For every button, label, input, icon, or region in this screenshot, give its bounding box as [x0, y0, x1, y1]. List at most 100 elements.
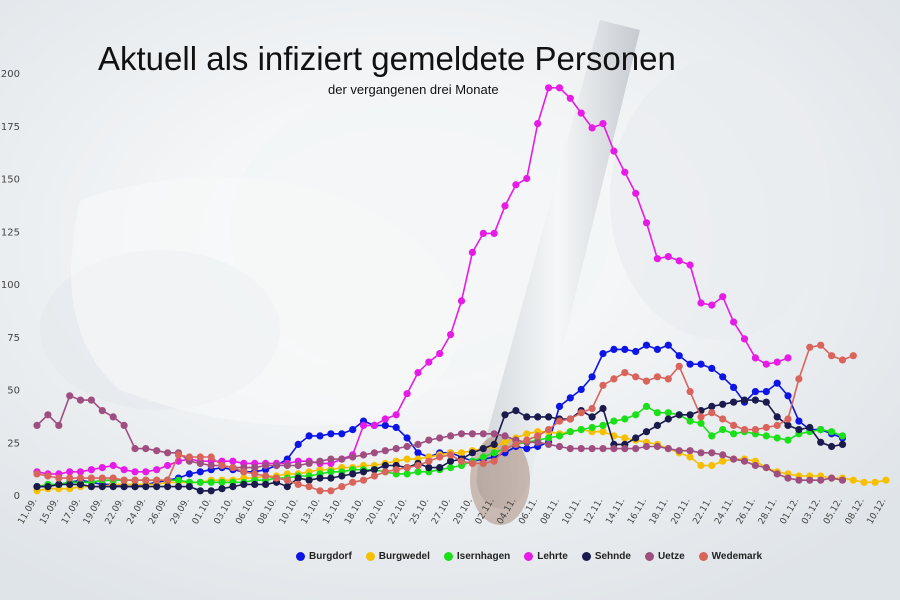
data-point — [632, 189, 640, 197]
data-point — [675, 352, 683, 360]
data-point — [773, 434, 781, 442]
data-point — [251, 470, 259, 478]
data-point — [294, 461, 302, 470]
legend-item-sehnde[interactable]: Sehnde — [581, 550, 631, 562]
data-point — [403, 390, 411, 398]
data-point — [76, 480, 85, 488]
data-point — [425, 457, 433, 465]
data-point — [632, 347, 640, 356]
x-tick-label: 16.11. — [626, 497, 649, 527]
data-point — [479, 453, 487, 461]
data-point — [708, 301, 716, 309]
data-point — [207, 487, 215, 495]
data-point — [142, 476, 150, 484]
data-point — [66, 392, 74, 400]
data-point — [501, 411, 509, 419]
data-point — [251, 480, 259, 488]
data-point — [773, 358, 781, 366]
data-point — [719, 457, 727, 465]
data-point — [468, 459, 476, 467]
series-sehnde — [33, 396, 847, 495]
legend-item-lehrte[interactable]: Lehrte — [524, 551, 568, 562]
data-point — [838, 432, 847, 440]
data-point — [359, 421, 368, 429]
data-point — [131, 483, 139, 491]
x-tick-label: 19.09. — [82, 497, 105, 527]
x-tick-label: 25.10. — [408, 497, 431, 527]
data-point — [76, 396, 85, 404]
data-point — [403, 434, 411, 442]
data-point — [555, 442, 564, 451]
data-point — [87, 483, 95, 491]
data-point — [55, 474, 63, 482]
data-point — [784, 421, 792, 429]
data-point — [294, 474, 302, 482]
legend-label: Sehnde — [594, 550, 631, 562]
data-point — [708, 409, 716, 417]
data-point — [664, 253, 672, 261]
data-point — [534, 432, 542, 440]
data-point — [642, 442, 651, 451]
x-tick-label: 10.11. — [561, 497, 584, 527]
data-point — [599, 120, 607, 128]
data-point — [327, 487, 335, 495]
x-tick-label: 22.10. — [387, 497, 410, 527]
data-point — [697, 449, 705, 457]
x-tick-label: 15.10. — [321, 497, 344, 527]
data-point — [164, 483, 172, 491]
data-point — [153, 476, 161, 484]
data-point — [719, 373, 727, 381]
data-point — [120, 476, 128, 484]
data-point — [806, 476, 814, 484]
data-point — [621, 445, 629, 453]
data-point — [577, 426, 585, 434]
y-tick-label: 200 — [1, 69, 20, 80]
data-point — [414, 468, 422, 476]
data-point — [838, 356, 847, 364]
data-point — [457, 297, 466, 305]
legend-item-burgdorf[interactable]: Burgdorf — [296, 551, 352, 562]
chart-legend: Burgdorf Burgwedel Isernhagen Lehrte Sehnde U… — [296, 549, 762, 563]
data-point — [262, 480, 270, 488]
data-point — [632, 411, 640, 419]
data-point — [566, 94, 574, 102]
data-point — [262, 461, 270, 470]
data-point — [653, 409, 662, 417]
data-point — [392, 411, 400, 419]
data-point — [762, 360, 770, 368]
data-point — [708, 364, 716, 372]
data-point — [55, 421, 63, 429]
data-point — [686, 360, 694, 368]
legend-item-burgwedel[interactable]: Burgwedel — [365, 551, 430, 562]
data-point — [534, 438, 542, 446]
legend-item-uetze[interactable]: Uetze — [644, 551, 685, 562]
data-point — [272, 461, 281, 470]
data-point — [240, 468, 248, 476]
data-point — [457, 449, 466, 457]
data-point — [762, 464, 770, 472]
data-point — [196, 487, 204, 495]
data-point — [479, 445, 487, 453]
data-point — [534, 120, 542, 128]
data-point — [447, 331, 455, 339]
data-point — [142, 468, 150, 476]
data-point — [153, 466, 161, 474]
data-point — [719, 451, 727, 459]
data-point — [370, 466, 378, 474]
data-point — [229, 457, 237, 465]
data-point — [436, 464, 444, 472]
x-tick-label: 18.10. — [343, 497, 366, 527]
legend-item-wedemark[interactable]: Wedemark — [698, 551, 762, 562]
legend-item-isernhagen[interactable]: Isernhagen — [443, 551, 510, 562]
data-point — [196, 459, 204, 467]
x-tick-label: 08.12. — [844, 497, 867, 527]
data-point — [664, 409, 672, 417]
data-point — [686, 453, 694, 461]
data-point — [403, 455, 411, 463]
data-point — [828, 352, 836, 360]
data-point — [545, 440, 553, 448]
data-point — [98, 407, 106, 415]
data-point — [740, 426, 749, 434]
data-point — [87, 474, 95, 482]
data-point — [381, 421, 389, 429]
